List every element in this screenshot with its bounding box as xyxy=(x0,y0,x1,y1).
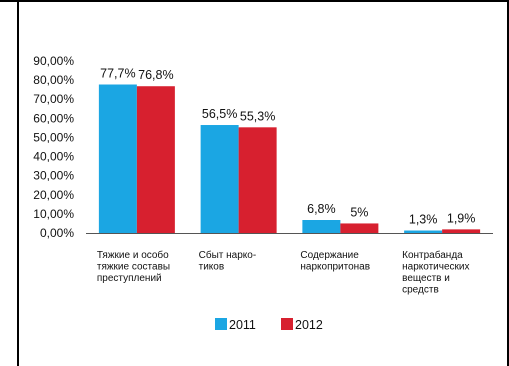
category-label: Тяжкие и особо xyxy=(97,249,169,261)
y-tick-label: 80,00% xyxy=(33,73,74,87)
y-tick-label: 30,00% xyxy=(33,169,74,183)
category-label: преступлений xyxy=(97,273,162,284)
category-label: наркопритонав xyxy=(300,262,370,273)
bar-2011-1 xyxy=(200,125,239,233)
bar-2012-0 xyxy=(136,86,175,233)
y-tick-label: 0,00% xyxy=(40,226,74,240)
data-label: 6,8% xyxy=(307,202,336,216)
y-tick-label: 10,00% xyxy=(33,207,74,221)
y-tick-label: 20,00% xyxy=(33,188,74,202)
data-label: 5% xyxy=(350,205,368,219)
category-label: Содержание xyxy=(300,250,359,261)
data-label: 77,7% xyxy=(100,67,135,81)
y-tick-label: 40,00% xyxy=(33,150,74,164)
y-tick-label: 90,00% xyxy=(33,54,74,68)
category-label: средств xyxy=(402,285,439,296)
bar-2012-2 xyxy=(340,223,379,233)
category-label: Сбыт нарко- xyxy=(199,249,257,261)
data-label: 76,8% xyxy=(138,68,173,82)
y-tick-label: 70,00% xyxy=(33,92,74,106)
category-label: Контрабанда xyxy=(402,249,463,261)
category-label: тяжкие составы xyxy=(97,262,170,273)
category-label: тиков xyxy=(199,262,225,273)
data-label: 55,3% xyxy=(240,109,275,123)
legend-label-2012: 2012 xyxy=(295,318,323,332)
category-label: веществ и xyxy=(402,273,450,284)
category-label: наркотических xyxy=(402,262,469,273)
legend-swatch-2012 xyxy=(281,318,293,330)
bar-2012-1 xyxy=(238,127,277,233)
legend-label-2011: 2011 xyxy=(229,318,256,332)
bar-2011-3 xyxy=(404,230,443,233)
y-tick-label: 60,00% xyxy=(33,111,74,125)
bar-2012-3 xyxy=(442,229,481,233)
data-label: 56,5% xyxy=(202,107,237,121)
data-label: 1,3% xyxy=(409,213,438,227)
plot-area: 0,00% 10,00% 20,00% 30,00% 40,00% 50,00% 60,00… xyxy=(33,54,493,332)
bar-2011-0 xyxy=(98,84,137,233)
data-label: 1,9% xyxy=(447,211,476,225)
y-tick-label: 50,00% xyxy=(33,130,74,144)
legend-swatch-2011 xyxy=(215,318,227,330)
bar-2011-2 xyxy=(302,220,341,233)
